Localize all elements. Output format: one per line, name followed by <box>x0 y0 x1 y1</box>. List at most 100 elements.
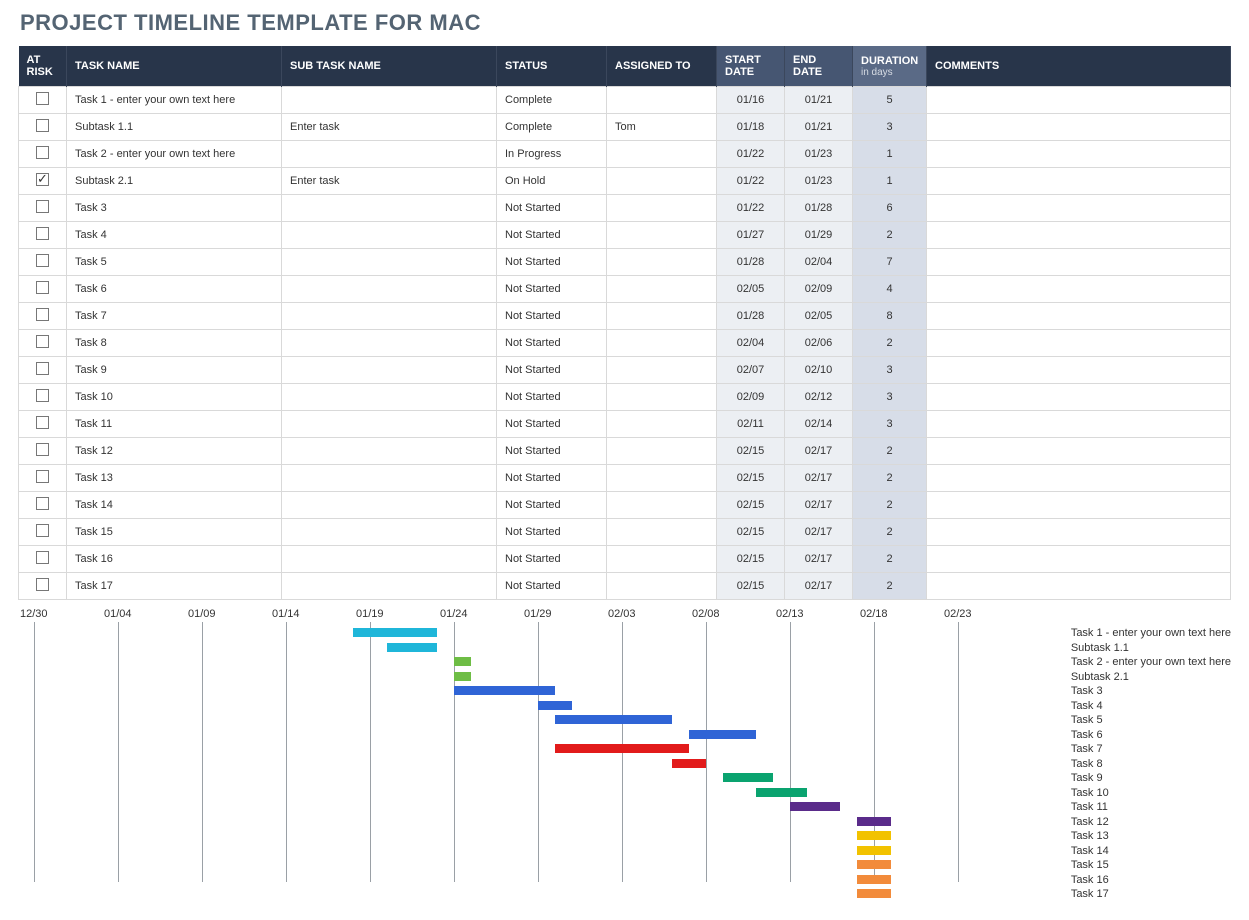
risk-cell[interactable] <box>19 222 67 249</box>
sub-task-cell[interactable] <box>282 411 497 438</box>
sub-task-cell[interactable] <box>282 384 497 411</box>
assigned-cell[interactable] <box>607 195 717 222</box>
risk-checkbox[interactable] <box>36 551 49 564</box>
assigned-cell[interactable] <box>607 222 717 249</box>
sub-task-cell[interactable] <box>282 357 497 384</box>
sub-task-cell[interactable] <box>282 492 497 519</box>
end-date-cell[interactable]: 02/04 <box>785 249 853 276</box>
end-date-cell[interactable]: 01/21 <box>785 114 853 141</box>
sub-task-cell[interactable]: Enter task <box>282 114 497 141</box>
status-cell[interactable]: Not Started <box>497 492 607 519</box>
risk-checkbox[interactable] <box>36 281 49 294</box>
risk-cell[interactable] <box>19 303 67 330</box>
assigned-cell[interactable] <box>607 438 717 465</box>
start-date-cell[interactable]: 01/22 <box>717 168 785 195</box>
assigned-cell[interactable]: Tom <box>607 114 717 141</box>
task-name-cell[interactable]: Task 13 <box>67 465 282 492</box>
task-name-cell[interactable]: Task 10 <box>67 384 282 411</box>
comments-cell[interactable] <box>927 276 1231 303</box>
risk-checkbox[interactable] <box>36 389 49 402</box>
risk-checkbox[interactable] <box>36 200 49 213</box>
end-date-cell[interactable]: 02/09 <box>785 276 853 303</box>
risk-cell[interactable] <box>19 438 67 465</box>
risk-checkbox[interactable] <box>36 254 49 267</box>
end-date-cell[interactable]: 02/17 <box>785 465 853 492</box>
sub-task-cell[interactable] <box>282 330 497 357</box>
risk-checkbox[interactable] <box>36 335 49 348</box>
status-cell[interactable]: Not Started <box>497 573 607 600</box>
assigned-cell[interactable] <box>607 465 717 492</box>
risk-checkbox[interactable] <box>36 119 49 132</box>
comments-cell[interactable] <box>927 195 1231 222</box>
task-name-cell[interactable]: Task 7 <box>67 303 282 330</box>
risk-cell[interactable] <box>19 546 67 573</box>
start-date-cell[interactable]: 02/11 <box>717 411 785 438</box>
task-name-cell[interactable]: Task 16 <box>67 546 282 573</box>
risk-cell[interactable] <box>19 411 67 438</box>
start-date-cell[interactable]: 01/28 <box>717 303 785 330</box>
comments-cell[interactable] <box>927 519 1231 546</box>
risk-cell[interactable] <box>19 519 67 546</box>
task-name-cell[interactable]: Task 6 <box>67 276 282 303</box>
status-cell[interactable]: Not Started <box>497 276 607 303</box>
status-cell[interactable]: Not Started <box>497 411 607 438</box>
task-name-cell[interactable]: Task 9 <box>67 357 282 384</box>
assigned-cell[interactable] <box>607 492 717 519</box>
comments-cell[interactable] <box>927 114 1231 141</box>
end-date-cell[interactable]: 02/17 <box>785 546 853 573</box>
comments-cell[interactable] <box>927 438 1231 465</box>
end-date-cell[interactable]: 02/17 <box>785 573 853 600</box>
task-name-cell[interactable]: Task 1 - enter your own text here <box>67 87 282 114</box>
sub-task-cell[interactable] <box>282 141 497 168</box>
assigned-cell[interactable] <box>607 303 717 330</box>
risk-cell[interactable] <box>19 168 67 195</box>
risk-checkbox[interactable] <box>36 173 49 186</box>
task-name-cell[interactable]: Task 12 <box>67 438 282 465</box>
comments-cell[interactable] <box>927 168 1231 195</box>
task-name-cell[interactable]: Task 2 - enter your own text here <box>67 141 282 168</box>
assigned-cell[interactable] <box>607 573 717 600</box>
start-date-cell[interactable]: 02/15 <box>717 492 785 519</box>
comments-cell[interactable] <box>927 465 1231 492</box>
status-cell[interactable]: Not Started <box>497 222 607 249</box>
sub-task-cell[interactable] <box>282 465 497 492</box>
risk-cell[interactable] <box>19 573 67 600</box>
status-cell[interactable]: Not Started <box>497 519 607 546</box>
end-date-cell[interactable]: 02/06 <box>785 330 853 357</box>
task-name-cell[interactable]: Task 4 <box>67 222 282 249</box>
risk-checkbox[interactable] <box>36 146 49 159</box>
comments-cell[interactable] <box>927 411 1231 438</box>
sub-task-cell[interactable] <box>282 87 497 114</box>
risk-checkbox[interactable] <box>36 524 49 537</box>
sub-task-cell[interactable] <box>282 546 497 573</box>
comments-cell[interactable] <box>927 330 1231 357</box>
risk-cell[interactable] <box>19 465 67 492</box>
assigned-cell[interactable] <box>607 276 717 303</box>
end-date-cell[interactable]: 02/17 <box>785 519 853 546</box>
risk-cell[interactable] <box>19 384 67 411</box>
task-name-cell[interactable]: Subtask 2.1 <box>67 168 282 195</box>
status-cell[interactable]: Not Started <box>497 330 607 357</box>
risk-checkbox[interactable] <box>36 362 49 375</box>
status-cell[interactable]: On Hold <box>497 168 607 195</box>
end-date-cell[interactable]: 01/21 <box>785 87 853 114</box>
start-date-cell[interactable]: 01/16 <box>717 87 785 114</box>
risk-cell[interactable] <box>19 195 67 222</box>
start-date-cell[interactable]: 02/15 <box>717 438 785 465</box>
risk-checkbox[interactable] <box>36 497 49 510</box>
risk-cell[interactable] <box>19 87 67 114</box>
assigned-cell[interactable] <box>607 357 717 384</box>
start-date-cell[interactable]: 01/22 <box>717 195 785 222</box>
status-cell[interactable]: Not Started <box>497 465 607 492</box>
risk-checkbox[interactable] <box>36 92 49 105</box>
end-date-cell[interactable]: 02/17 <box>785 438 853 465</box>
end-date-cell[interactable]: 01/29 <box>785 222 853 249</box>
start-date-cell[interactable]: 02/15 <box>717 465 785 492</box>
start-date-cell[interactable]: 01/18 <box>717 114 785 141</box>
comments-cell[interactable] <box>927 384 1231 411</box>
risk-checkbox[interactable] <box>36 443 49 456</box>
risk-checkbox[interactable] <box>36 416 49 429</box>
sub-task-cell[interactable] <box>282 195 497 222</box>
start-date-cell[interactable]: 02/15 <box>717 546 785 573</box>
task-name-cell[interactable]: Task 8 <box>67 330 282 357</box>
